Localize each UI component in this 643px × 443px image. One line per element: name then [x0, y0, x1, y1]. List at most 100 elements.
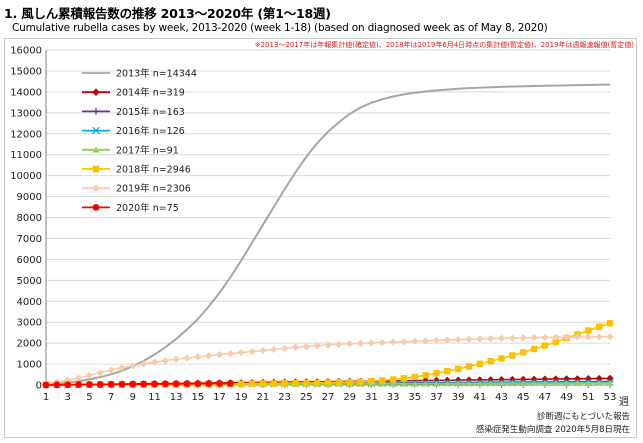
data-point: [432, 336, 441, 345]
y-tick-label: 16000: [10, 46, 42, 57]
data-point: [140, 380, 148, 388]
data-point: [552, 333, 560, 341]
data-point: [552, 380, 559, 386]
x-tick-label: 3: [65, 392, 71, 403]
data-point: [259, 346, 267, 355]
data-point: [389, 338, 397, 346]
data-point: [226, 380, 234, 387]
x-tick-label: 19: [235, 392, 248, 403]
x-tick-label: 1: [43, 392, 49, 403]
series-7: [42, 333, 614, 388]
data-point: [161, 357, 169, 365]
y-tick-label: 0: [36, 381, 42, 392]
data-point: [433, 380, 440, 387]
data-point: [530, 380, 538, 386]
data-point: [183, 354, 191, 362]
data-point: [313, 342, 321, 350]
data-point: [74, 374, 83, 382]
legend-label: 2014年 n=319: [116, 87, 185, 99]
x-tick-label: 45: [517, 392, 530, 403]
legend-label: 2016年 n=126: [116, 125, 185, 137]
data-point: [215, 351, 224, 359]
y-tick-label: 10000: [10, 171, 42, 182]
y-tick-label: 1000: [17, 360, 42, 371]
series-lines: [42, 83, 614, 389]
legend-entry: 2013年 n=14344: [82, 68, 197, 80]
data-point: [573, 333, 582, 341]
x-tick-label: 17: [213, 392, 226, 403]
data-point: [454, 380, 462, 387]
data-point: [302, 342, 310, 351]
y-tick-label: 7000: [17, 234, 42, 245]
data-point: [595, 379, 603, 386]
data-point: [508, 334, 517, 342]
data-point: [172, 380, 180, 388]
data-point: [584, 333, 592, 341]
data-point: [107, 366, 115, 374]
series-line: [45, 83, 611, 386]
data-point: [530, 334, 538, 342]
data-point: [368, 378, 375, 385]
data-point: [313, 379, 321, 386]
data-point: [205, 380, 213, 387]
legend-marker: [92, 204, 100, 211]
y-tick-label: 11000: [10, 150, 42, 161]
data-point: [53, 381, 61, 389]
data-point: [606, 333, 614, 341]
data-point: [411, 380, 418, 387]
series-6: [42, 320, 614, 389]
data-point: [64, 381, 72, 389]
data-point: [226, 349, 235, 358]
y-tick-label: 9000: [17, 192, 42, 203]
data-point: [400, 380, 408, 387]
legend-entry: 2018年 n=2946: [82, 164, 191, 176]
data-point: [585, 327, 592, 334]
y-tick-label: 8000: [17, 213, 42, 224]
legend-marker: [92, 146, 100, 153]
data-point: [118, 364, 126, 372]
y-tick-label: 13000: [10, 108, 42, 119]
data-point: [422, 380, 429, 387]
data-point: [96, 381, 104, 388]
data-point: [42, 381, 50, 389]
data-point: [324, 379, 332, 386]
data-point: [85, 381, 93, 388]
data-point: [563, 379, 570, 386]
data-point: [422, 371, 429, 379]
data-point: [75, 381, 82, 389]
data-point: [541, 333, 549, 342]
data-point: [444, 367, 451, 375]
data-point: [530, 345, 538, 353]
data-point: [183, 380, 191, 388]
legend-label: 2019年 n=2306: [116, 183, 191, 195]
y-tick-label: 5000: [17, 276, 42, 287]
data-point: [454, 365, 462, 373]
data-point: [389, 376, 397, 383]
data-point: [357, 378, 364, 385]
data-point: [400, 375, 408, 382]
data-point: [574, 379, 581, 386]
data-point: [519, 334, 527, 342]
legend: 2013年 n=14344 2014年 n=319 2015年 n=163 2016年…: [82, 68, 197, 214]
data-point: [411, 337, 419, 345]
x-tick-label: 25: [300, 392, 313, 403]
data-point: [139, 360, 148, 368]
data-point: [465, 380, 473, 387]
data-point: [541, 342, 549, 349]
legend-marker: [92, 126, 100, 135]
data-point: [606, 320, 614, 327]
data-point: [248, 380, 256, 387]
data-point: [476, 335, 484, 343]
data-point: [292, 379, 299, 387]
data-point: [421, 337, 430, 345]
legend-entry: 2015年 n=163: [82, 106, 185, 118]
series-1: [45, 83, 611, 386]
x-tick-label: 7: [108, 392, 114, 403]
data-point: [356, 339, 365, 347]
data-point: [595, 323, 603, 330]
data-point: [378, 338, 386, 347]
x-tick-label: 11: [148, 392, 161, 403]
data-point: [259, 380, 267, 387]
legend-label: 2018年 n=2946: [116, 164, 191, 176]
